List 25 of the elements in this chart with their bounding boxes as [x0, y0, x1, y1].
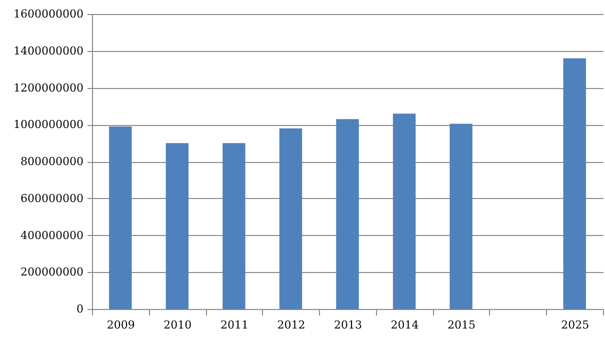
x-tick-label: 2025: [561, 318, 590, 332]
y-tick-label: 0: [76, 302, 84, 316]
y-tick-label: 600000000: [20, 192, 84, 205]
bar: [392, 114, 416, 309]
y-tick-label: 1000000000: [14, 118, 84, 132]
y-tick-label: 400000000: [20, 228, 84, 242]
x-tick-label: 2015: [448, 318, 476, 332]
x-tick-label: 2013: [334, 318, 362, 332]
bar: [450, 124, 472, 309]
x-tick-label: 2010: [164, 318, 192, 332]
x-tick-label: 2014: [390, 318, 419, 332]
x-tick-label: 2012: [277, 318, 306, 332]
bar: [279, 128, 302, 309]
bar: [166, 143, 189, 309]
bar: [222, 143, 246, 309]
bar: [109, 126, 132, 309]
bar: [563, 58, 586, 309]
y-tick-label: 1200000000: [14, 81, 84, 94]
x-tick-label: 2009: [106, 318, 135, 332]
y-tick-label: 200000000: [20, 266, 84, 279]
y-tick-label: 1400000000: [14, 44, 84, 58]
bar: [336, 119, 359, 309]
y-tick-label: 1600000000: [14, 8, 84, 20]
x-tick-label: 2011: [220, 318, 248, 332]
y-tick-label: 800000000: [20, 155, 84, 168]
